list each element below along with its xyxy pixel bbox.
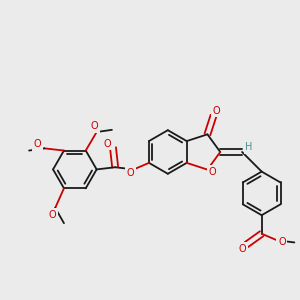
- Text: O: O: [278, 237, 286, 247]
- Text: O: O: [238, 244, 246, 254]
- Text: O: O: [91, 121, 98, 131]
- Text: O: O: [34, 140, 41, 149]
- Text: O: O: [208, 167, 216, 177]
- Text: O: O: [48, 210, 56, 220]
- Text: O: O: [103, 139, 111, 149]
- Text: H: H: [245, 142, 253, 152]
- Text: O: O: [213, 106, 220, 116]
- Text: O: O: [127, 168, 134, 178]
